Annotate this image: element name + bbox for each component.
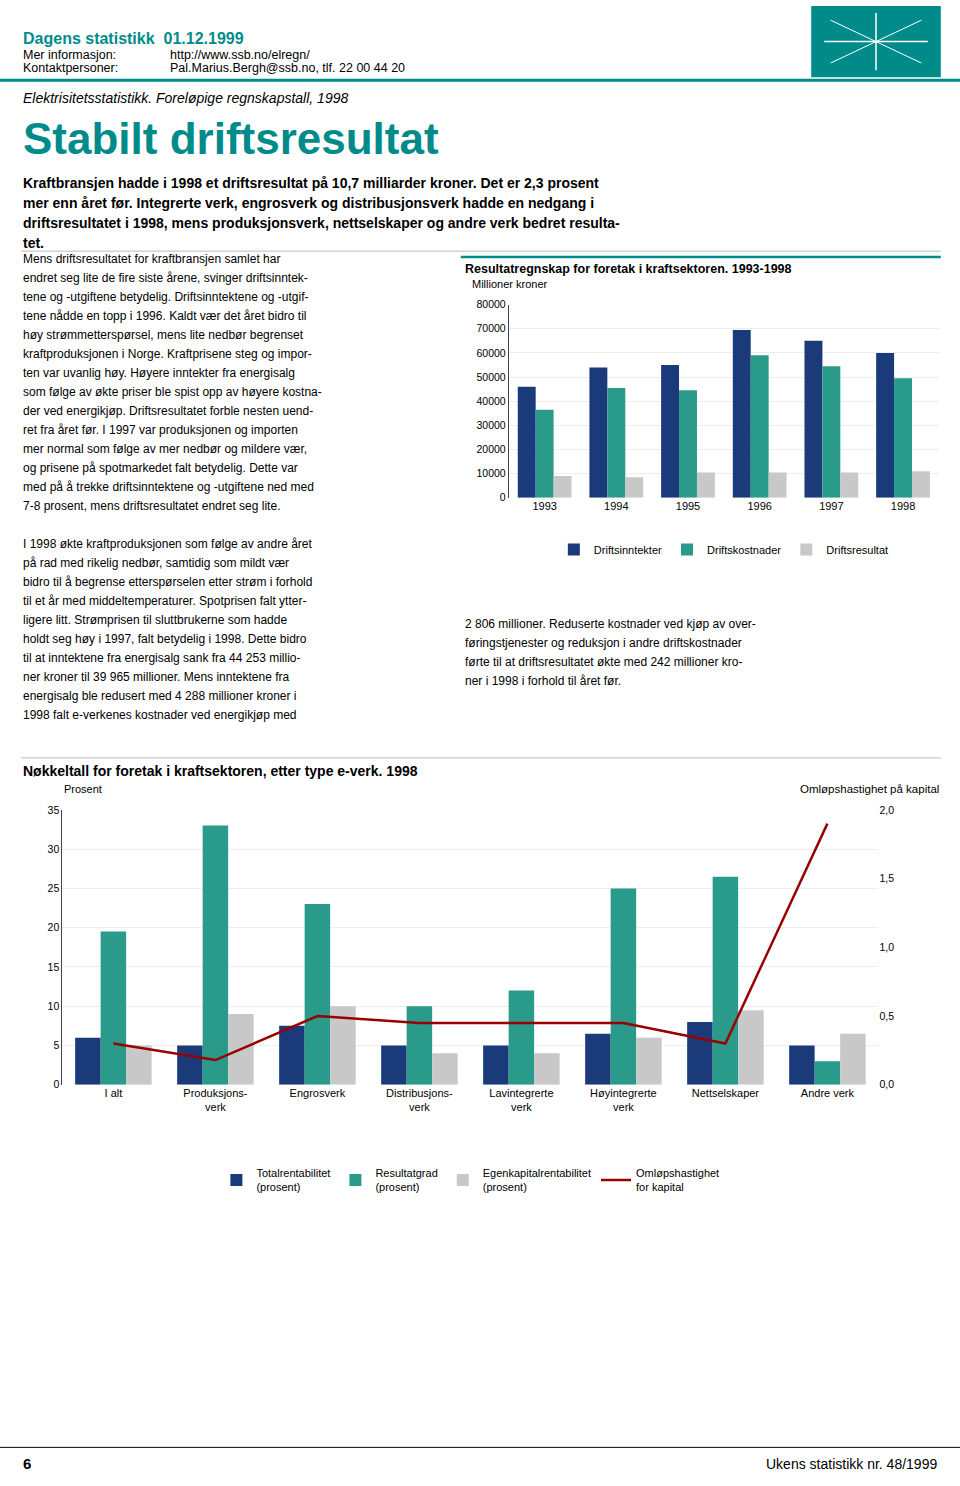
svg-text:kraftproduksjonen i Norge. Kra: kraftproduksjonen i Norge. Kraftprisene … xyxy=(23,347,312,361)
svg-text:20: 20 xyxy=(48,921,60,933)
svg-text:10: 10 xyxy=(48,1000,60,1012)
svg-text:Nøkkeltall for foretak i kraft: Nøkkeltall for foretak i kraftsektoren, … xyxy=(23,763,418,779)
svg-text:driftsresultatet i 1998, mens: driftsresultatet i 1998, mens produksjon… xyxy=(23,215,620,231)
svg-text:0: 0 xyxy=(500,491,506,503)
svg-text:Engrosverk: Engrosverk xyxy=(290,1087,346,1099)
svg-text:Driftsresultat: Driftsresultat xyxy=(826,544,888,556)
svg-text:I alt: I alt xyxy=(105,1087,123,1099)
svg-text:mer normal som følge av mer ne: mer normal som følge av mer nedbør og mi… xyxy=(23,442,307,456)
svg-text:endret seg lite de fire siste: endret seg lite de fire siste årene, svi… xyxy=(23,271,308,285)
svg-text:Egenkapitalrentabilitet(prosen: Egenkapitalrentabilitet(prosent) xyxy=(483,1167,591,1193)
svg-text:Elektrisitetsstatistikk. Forel: Elektrisitetsstatistikk. Foreløpige regn… xyxy=(23,90,348,106)
svg-text:1997: 1997 xyxy=(819,500,843,512)
svg-text:I 1998 økte kraftproduksjonen: I 1998 økte kraftproduksjonen som følge … xyxy=(23,537,312,551)
svg-text:0,5: 0,5 xyxy=(879,1010,894,1022)
svg-text:førte til at driftsresultatet: førte til at driftsresultatet økte med 2… xyxy=(465,655,742,669)
svg-text:Prosent: Prosent xyxy=(64,783,102,795)
svg-text:Resultatgrad(prosent): Resultatgrad(prosent) xyxy=(375,1167,437,1193)
svg-text:Kraftbransjen hadde i 1998 et: Kraftbransjen hadde i 1998 et driftsresu… xyxy=(23,175,599,191)
svg-text:10000: 10000 xyxy=(476,467,505,479)
svg-text:som følge av økte priser ble s: som følge av økte priser ble spist opp a… xyxy=(23,385,322,399)
svg-text:30000: 30000 xyxy=(476,419,505,431)
svg-text:7-8 prosent, mens driftsresult: 7-8 prosent, mens driftsresultatet endre… xyxy=(23,499,280,513)
svg-text:http://www.ssb.no/elregn/: http://www.ssb.no/elregn/ xyxy=(170,48,310,62)
svg-text:Andre verk: Andre verk xyxy=(801,1087,855,1099)
svg-text:2 806 millioner. Reduserte kos: 2 806 millioner. Reduserte kostnader ved… xyxy=(465,617,756,631)
svg-text:60000: 60000 xyxy=(476,347,505,359)
svg-text:0: 0 xyxy=(53,1078,59,1090)
svg-text:bidro til å begrense etterspør: bidro til å begrense etterspørselen ette… xyxy=(23,575,312,589)
svg-text:tet.: tet. xyxy=(23,235,44,251)
svg-text:Produksjons-verk: Produksjons-verk xyxy=(183,1087,248,1113)
svg-text:1993: 1993 xyxy=(532,500,556,512)
svg-text:Resultatregnskap for foretak i: Resultatregnskap for foretak i kraftsekt… xyxy=(465,262,792,276)
svg-text:ner i 1998 i forhold til året: ner i 1998 i forhold til året før. xyxy=(465,674,621,688)
svg-text:føringstjenester og reduksjon: føringstjenester og reduksjon i andre dr… xyxy=(465,636,742,650)
svg-text:1996: 1996 xyxy=(747,500,771,512)
svg-text:40000: 40000 xyxy=(476,395,505,407)
svg-text:der ved energikjøp. Driftsresu: der ved energikjøp. Driftsresultatet for… xyxy=(23,404,313,418)
svg-text:Driftskostnader: Driftskostnader xyxy=(707,544,781,556)
svg-text:30: 30 xyxy=(48,843,60,855)
svg-text:Totalrentabilitet(prosent): Totalrentabilitet(prosent) xyxy=(256,1167,330,1193)
svg-text:1995: 1995 xyxy=(676,500,700,512)
svg-text:Nettselskaper: Nettselskaper xyxy=(692,1087,760,1099)
svg-text:1,5: 1,5 xyxy=(879,872,894,884)
svg-text:til at inntektene fra energisa: til at inntektene fra energisalg sank fr… xyxy=(23,651,300,665)
svg-text:20000: 20000 xyxy=(476,443,505,455)
svg-text:70000: 70000 xyxy=(476,322,505,334)
svg-text:5: 5 xyxy=(53,1039,59,1051)
svg-text:Pal.Marius.Bergh@ssb.no, tlf.: Pal.Marius.Bergh@ssb.no, tlf. 22 00 44 2… xyxy=(170,61,405,75)
svg-text:15: 15 xyxy=(48,961,60,973)
svg-text:mer enn året før. Integrerte v: mer enn året før. Integrerte verk, engro… xyxy=(23,195,594,211)
svg-text:tene og -utgiftene betydelig.: tene og -utgiftene betydelig. Driftsinnt… xyxy=(23,290,309,304)
svg-text:Omløpshastighet på kapital: Omløpshastighet på kapital xyxy=(800,783,939,795)
svg-text:80000: 80000 xyxy=(476,298,505,310)
svg-text:til et år med middeltemperatur: til et år med middeltemperaturer. Spotpr… xyxy=(23,594,306,608)
svg-text:Stabilt driftsresultat: Stabilt driftsresultat xyxy=(23,114,439,163)
svg-text:Lavintegrerteverk: Lavintegrerteverk xyxy=(489,1087,553,1113)
svg-text:Ukens statistikk nr. 48/1999: Ukens statistikk nr. 48/1999 xyxy=(766,1456,937,1472)
svg-text:Omløpshastighetfor kapital: Omløpshastighetfor kapital xyxy=(636,1167,719,1193)
svg-text:holdt seg høy i 1997, falt bet: holdt seg høy i 1997, falt betydelig i 1… xyxy=(23,632,307,646)
svg-text:Kontaktpersoner:: Kontaktpersoner: xyxy=(23,61,118,75)
svg-text:1994: 1994 xyxy=(604,500,628,512)
svg-text:Driftsinntekter: Driftsinntekter xyxy=(594,544,662,556)
svg-text:2,0: 2,0 xyxy=(879,804,894,816)
svg-text:tene nådde en topp i 1996. Kal: tene nådde en topp i 1996. Kaldt vær det… xyxy=(23,309,307,323)
svg-text:ligere litt. Strømprisen til s: ligere litt. Strømprisen til sluttbruker… xyxy=(23,613,287,627)
svg-text:og prisene på spotmarkedet fal: og prisene på spotmarkedet falt betydeli… xyxy=(23,461,298,475)
svg-text:Mens driftsresultatet for kraf: Mens driftsresultatet for kraftbransjen … xyxy=(23,252,280,266)
svg-text:høy strømmetterspørsel, mens l: høy strømmetterspørsel, mens lite nedbør… xyxy=(23,328,304,342)
svg-text:ner kroner til 39 965 millione: ner kroner til 39 965 millioner. Mens in… xyxy=(23,670,289,684)
svg-text:1,0: 1,0 xyxy=(879,941,894,953)
svg-text:25: 25 xyxy=(48,882,60,894)
svg-text:på rad med rikelig nedbør, sam: på rad med rikelig nedbør, samtidig som … xyxy=(23,556,289,570)
svg-text:med på å trekke driftsinntekte: med på å trekke driftsinntektene og -utg… xyxy=(23,480,314,494)
svg-text:Mer informasjon:: Mer informasjon: xyxy=(23,48,116,62)
svg-text:Høyintegrerteverk: Høyintegrerteverk xyxy=(590,1087,657,1113)
svg-text:energisalg ble redusert med 4: energisalg ble redusert med 4 288 millio… xyxy=(23,689,296,703)
svg-text:Millioner kroner: Millioner kroner xyxy=(472,278,548,290)
svg-text:50000: 50000 xyxy=(476,371,505,383)
svg-text:35: 35 xyxy=(48,804,60,816)
svg-text:1998 falt e-verkenes kostnader: 1998 falt e-verkenes kostnader ved energ… xyxy=(23,708,297,722)
svg-text:ten var uvanlig høy. Høyere in: ten var uvanlig høy. Høyere inntekter fr… xyxy=(23,366,295,380)
svg-text:6: 6 xyxy=(23,1455,31,1472)
svg-text:0,0: 0,0 xyxy=(879,1078,894,1090)
svg-text:1998: 1998 xyxy=(891,500,915,512)
svg-text:ret fra året før. I 1997 var p: ret fra året før. I 1997 var produksjone… xyxy=(23,423,298,437)
svg-text:Distribusjons-verk: Distribusjons-verk xyxy=(386,1087,453,1113)
svg-text:Dagens statistikk 01.12.1999: Dagens statistikk 01.12.1999 xyxy=(23,30,244,47)
